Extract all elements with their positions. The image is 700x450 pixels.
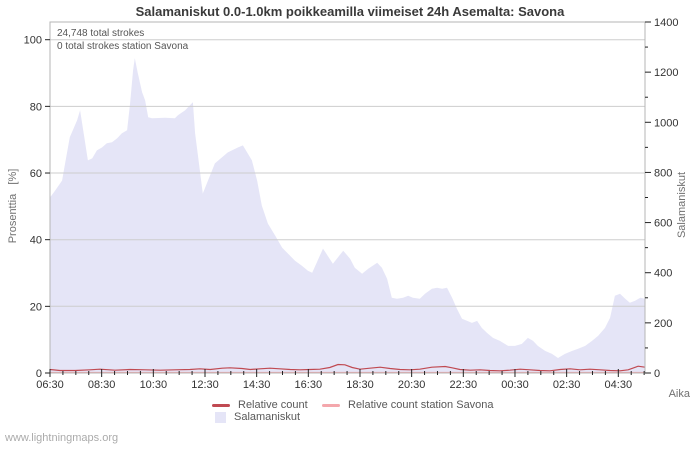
total-strokes-annotation: 24,748 total strokes — [57, 28, 145, 39]
area-swatch — [215, 411, 226, 423]
y-right-tick-label: 400 — [654, 268, 672, 280]
x-tick-label: 22:30 — [450, 379, 478, 391]
y-axis-label-right: Salamaniskut — [676, 171, 688, 239]
legend-label: Relative count station Savona — [348, 399, 494, 411]
relative-count-line — [49, 363, 646, 372]
legend-item-salamaniskut: Salamaniskut — [215, 411, 300, 423]
y-left-tick-label: 80 — [30, 101, 42, 113]
legend-label: Relative count — [238, 399, 308, 411]
y-left-tick-label: 60 — [30, 168, 42, 180]
y-right-tick-label: 1000 — [654, 117, 678, 129]
x-tick-label: 08:30 — [88, 379, 116, 391]
x-axis-label: Aika — [668, 388, 690, 400]
station-line-swatch — [322, 403, 340, 407]
chart-title: Salamaniskut 0.0-1.0km poikkeamilla viim… — [135, 4, 565, 19]
y-right-tick-label: 800 — [654, 167, 672, 179]
x-tick-label: 02:30 — [553, 379, 581, 391]
relative-count-line-swatch — [212, 403, 230, 407]
x-tick-label: 16:30 — [295, 379, 323, 391]
legend-item-relative-count-station: Relative count station Savona — [322, 399, 494, 411]
x-tick-label: 10:30 — [140, 379, 168, 391]
y-right-tick-label: 0 — [654, 368, 660, 380]
legend-label: Salamaniskut — [234, 411, 301, 423]
x-tick-label: 14:30 — [243, 379, 271, 391]
station-strokes-annotation: 0 total strokes station Savona — [57, 41, 189, 52]
y-left-tick-label: 40 — [30, 235, 42, 247]
x-tick-label: 18:30 — [346, 379, 374, 391]
legend-item-relative-count: Relative count — [212, 399, 308, 411]
y-axis-label-left: Prosenttia [%] — [7, 168, 19, 244]
y-right-tick-label: 1200 — [654, 67, 678, 79]
y-right-tick-label: 200 — [654, 318, 672, 330]
x-tick-label: 04:30 — [605, 379, 633, 391]
salamaniskut-area — [50, 58, 645, 373]
watermark: www.lightningmaps.org — [5, 432, 119, 444]
y-left-tick-label: 100 — [24, 35, 42, 47]
x-tick-label: 00:30 — [501, 379, 529, 391]
x-tick-label: 06:30 — [36, 379, 64, 391]
x-tick-label: 20:30 — [398, 379, 426, 391]
y-left-tick-label: 20 — [30, 301, 42, 313]
x-tick-label: 12:30 — [191, 379, 219, 391]
y-right-tick-label: 600 — [654, 218, 672, 230]
y-right-tick-label: 1400 — [654, 17, 678, 29]
y-left-tick-label: 0 — [36, 368, 42, 380]
